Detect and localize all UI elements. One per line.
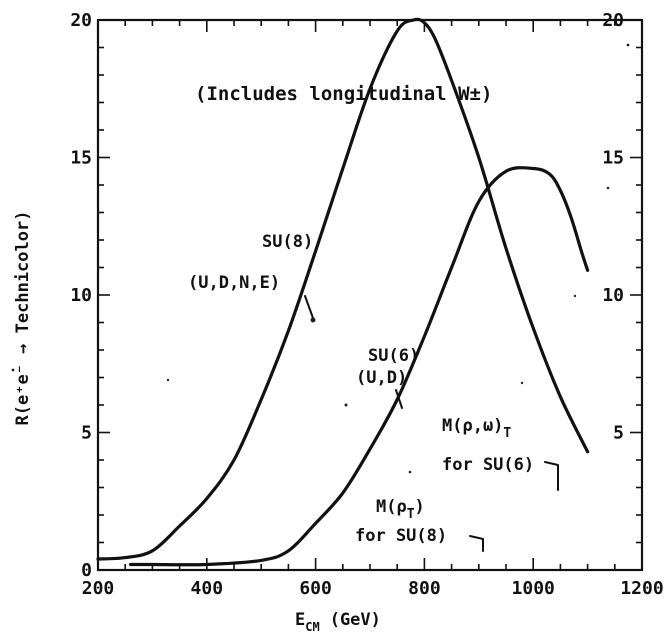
x-tick-label: 1000 — [512, 578, 555, 599]
x-tick-label: 200 — [82, 578, 115, 599]
scan-speck — [606, 186, 610, 190]
mrho-pointer — [469, 535, 484, 552]
su8-curve — [96, 17, 590, 561]
x-tick-label: 600 — [299, 578, 332, 599]
su8-pointer — [304, 295, 314, 319]
su8-pointer-dot — [310, 317, 316, 323]
su8-label-line2: (U,D,N,E) — [188, 273, 280, 293]
su6-label-line2: (U,D) — [356, 368, 407, 388]
mrho-label-line1: M(ρT) — [376, 497, 425, 522]
scan-speck — [520, 381, 524, 385]
su6-pointer — [395, 389, 403, 409]
header-annotation: (Includes longitudinal W±) — [195, 83, 492, 105]
y-tick-label-left: 10 — [70, 285, 92, 306]
mrho-omega-pointer — [544, 461, 559, 491]
scan-speck — [166, 378, 170, 382]
x-axis-label-main: E — [295, 610, 305, 630]
mrho-close: ) — [415, 497, 425, 517]
x-axis-label-sub: CM — [305, 620, 319, 634]
su6-curve — [129, 166, 590, 567]
plot-frame — [96, 18, 644, 572]
x-axis-label-unit: (GeV) — [330, 610, 381, 630]
x-tick-label: 400 — [191, 578, 224, 599]
y-tick-label-left: 0 — [81, 560, 92, 581]
su8-label-line1: SU(8) — [262, 232, 313, 252]
y-axis-label: R(e⁺e⁻ → Technicolor) — [13, 211, 33, 426]
scan-speck — [11, 368, 15, 372]
mrho-omega-label-line1: M(ρ,ω)T — [442, 416, 511, 441]
mrho-text: M(ρ — [376, 497, 407, 517]
mrho-omega-subscript: T — [503, 426, 511, 441]
scan-speck — [573, 294, 577, 298]
mrho-omega-text: M(ρ,ω) — [442, 416, 503, 436]
y-tick-label-left: 5 — [81, 423, 92, 444]
data-curves — [96, 17, 590, 567]
y-tick-label-right: 5 — [613, 423, 624, 444]
mrho-omega-label-line2: for SU(6) — [442, 455, 534, 475]
y-tick-label-left: 15 — [70, 148, 92, 169]
mrho-subscript: T — [407, 507, 415, 522]
scan-speck — [408, 470, 412, 474]
scan-speck — [344, 403, 348, 407]
y-tick-label-left: 20 — [70, 10, 92, 31]
x-tick-label: 1200 — [620, 578, 663, 599]
y-tick-label-right: 15 — [602, 148, 624, 169]
x-axis-label: ECM (GeV) — [295, 610, 381, 634]
y-tick-label-right: 10 — [602, 285, 624, 306]
x-tick-label: 800 — [408, 578, 441, 599]
scan-speck — [626, 43, 630, 47]
mrho-label-line2: for SU(8) — [355, 526, 447, 546]
su6-label-line1: SU(6) — [368, 346, 419, 366]
